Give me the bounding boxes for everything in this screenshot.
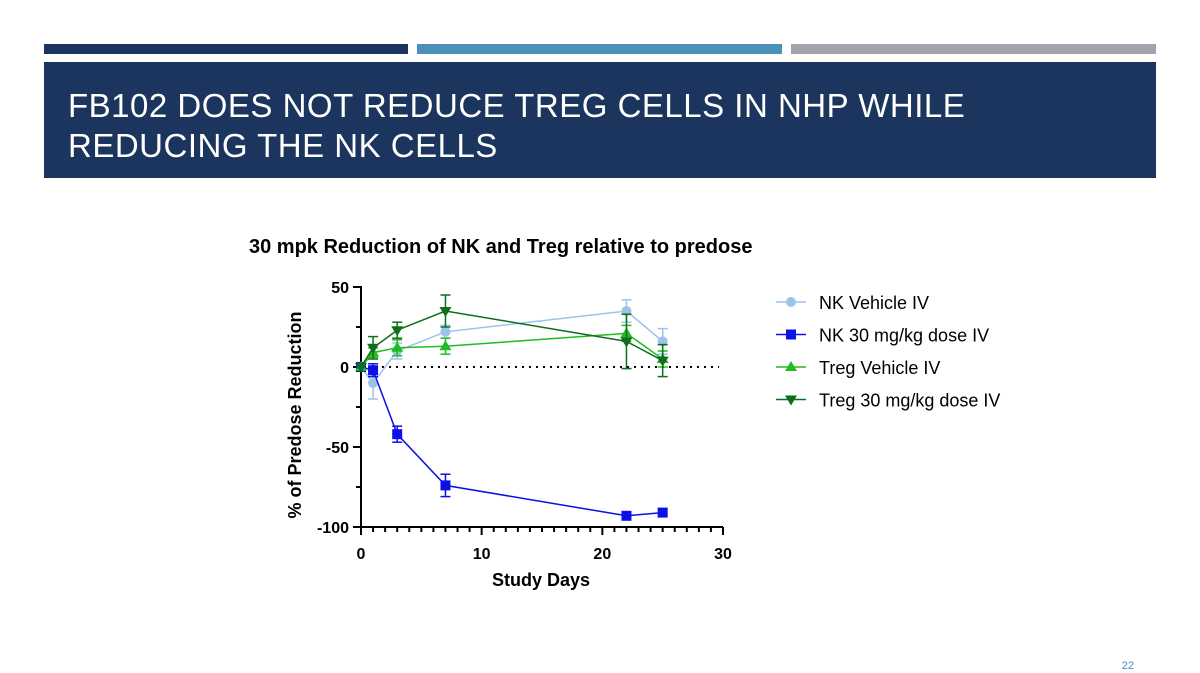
- y-axis-title: % of Predose Reduction: [285, 311, 305, 518]
- data-point-nk-vehicle-iv: [368, 378, 379, 388]
- series-line-nk-30-mg-kg-dose-iv: [360, 366, 663, 517]
- chart-title: 30 mpk Reduction of NK and Treg relative…: [249, 236, 752, 258]
- y-tick-label: -100: [317, 520, 349, 537]
- accent-bar-blue: [417, 44, 782, 54]
- page-number: 22: [1121, 660, 1134, 672]
- data-point-nk-30-mg-kg-dose-iv: [621, 510, 632, 521]
- x-axis-title: Study Days: [492, 570, 590, 590]
- accent-bar-gray: [791, 44, 1156, 54]
- x-tick-label: 10: [473, 546, 491, 563]
- data-point-nk-30-mg-kg-dose-iv: [392, 429, 403, 440]
- x-tick-label: 20: [593, 546, 611, 563]
- y-tick-label: 50: [331, 280, 349, 297]
- data-point-treg-vehicle-iv: [439, 340, 452, 351]
- data-point-treg-30-mg-kg-dose-iv: [391, 326, 404, 337]
- x-tick-label: 0: [357, 546, 366, 563]
- legend-label-nk-30-mg-kg-dose-iv: NK 30 mg/kg dose IV: [819, 326, 989, 346]
- data-point-nk-vehicle-iv: [440, 326, 451, 337]
- data-point-nk-30-mg-kg-dose-iv: [440, 480, 451, 491]
- slide-title: FB102 DOES NOT REDUCE TREG CELLS IN NHP …: [68, 87, 966, 164]
- data-point-treg-30-mg-kg-dose-iv: [620, 337, 633, 348]
- data-point-nk-30-mg-kg-dose-iv: [368, 365, 379, 376]
- legend-label-nk-vehicle-iv: NK Vehicle IV: [819, 293, 929, 313]
- accent-bar-navy: [44, 44, 408, 54]
- data-point-treg-vehicle-iv: [391, 341, 404, 352]
- legend-marker-treg-30-mg-kg-dose-iv: [785, 395, 797, 406]
- series-line-treg-vehicle-iv: [360, 332, 664, 368]
- legend-marker-nk-30-mg-kg-dose-iv: [786, 329, 796, 340]
- legend-marker-nk-vehicle-iv: [786, 297, 796, 307]
- legend-label-treg-30-mg-kg-dose-iv: Treg 30 mg/kg dose IV: [819, 391, 1000, 411]
- title-band: FB102 DOES NOT REDUCE TREG CELLS IN NHP …: [44, 62, 1156, 178]
- data-point-nk-30-mg-kg-dose-iv: [657, 507, 668, 518]
- data-point-treg-30-mg-kg-dose-iv: [355, 363, 367, 373]
- data-point-treg-30-mg-kg-dose-iv: [367, 343, 380, 354]
- data-point-treg-30-mg-kg-dose-iv: [656, 356, 669, 367]
- legend-label-treg-vehicle-iv: Treg Vehicle IV: [819, 358, 940, 378]
- y-tick-label: -50: [326, 440, 349, 457]
- data-point-treg-30-mg-kg-dose-iv: [439, 307, 452, 317]
- series-line-treg-30-mg-kg-dose-iv: [360, 310, 664, 368]
- x-tick-label: 30: [714, 546, 732, 563]
- legend-marker-treg-vehicle-iv: [785, 361, 797, 371]
- y-tick-label: 0: [340, 360, 349, 377]
